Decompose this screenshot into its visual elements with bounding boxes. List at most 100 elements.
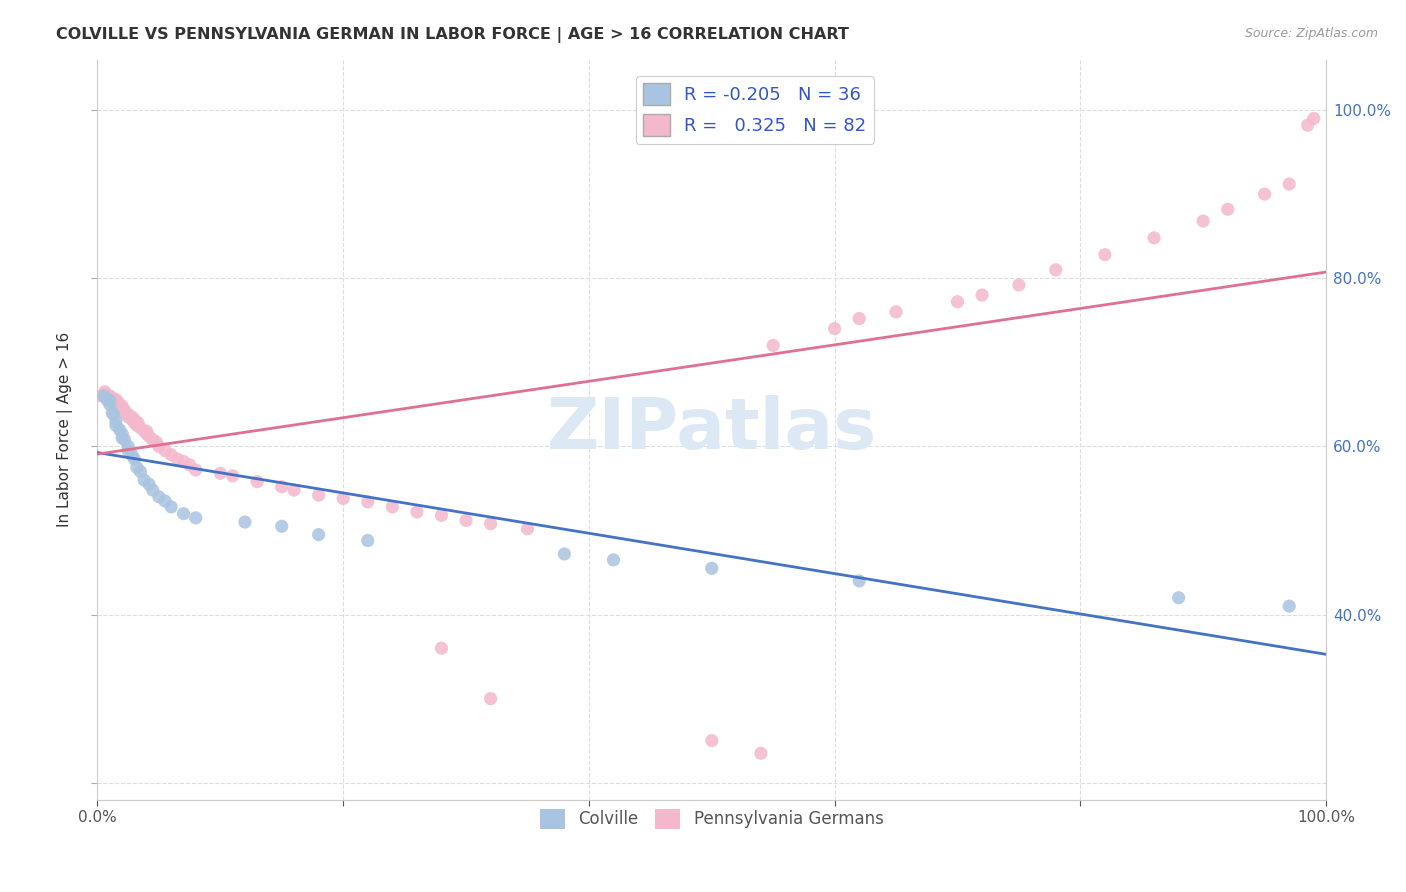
Point xyxy=(1094,248,1116,262)
Point xyxy=(124,412,146,426)
Point xyxy=(104,414,127,428)
Point xyxy=(108,397,131,411)
Point xyxy=(246,475,269,489)
Point xyxy=(970,288,993,302)
Point xyxy=(142,433,165,447)
Point xyxy=(124,452,146,467)
Point xyxy=(121,412,143,426)
Point xyxy=(127,416,149,430)
Point xyxy=(179,458,201,472)
Point xyxy=(125,460,148,475)
Point xyxy=(283,483,305,497)
Point xyxy=(700,561,723,575)
Point xyxy=(135,426,157,441)
Point xyxy=(134,424,156,438)
Point xyxy=(479,691,502,706)
Point xyxy=(824,321,846,335)
Point xyxy=(108,423,131,437)
Point xyxy=(101,406,124,420)
Point xyxy=(148,439,170,453)
Point xyxy=(98,393,121,408)
Point xyxy=(381,500,404,514)
Point xyxy=(166,452,188,467)
Point xyxy=(1192,214,1215,228)
Point xyxy=(124,416,146,430)
Point xyxy=(100,393,122,408)
Point xyxy=(209,467,232,481)
Point xyxy=(946,294,969,309)
Point xyxy=(762,338,785,352)
Point xyxy=(1253,187,1275,202)
Point xyxy=(101,394,124,409)
Point xyxy=(104,392,127,407)
Point xyxy=(96,391,118,405)
Point xyxy=(96,393,118,408)
Point xyxy=(104,418,127,433)
Point xyxy=(270,480,292,494)
Point xyxy=(114,406,136,420)
Point xyxy=(111,431,134,445)
Point xyxy=(221,468,243,483)
Point xyxy=(138,477,160,491)
Point xyxy=(184,463,207,477)
Point xyxy=(93,389,115,403)
Point xyxy=(848,311,870,326)
Point xyxy=(173,454,195,468)
Point xyxy=(129,421,152,435)
Point xyxy=(553,547,575,561)
Point xyxy=(110,402,132,417)
Point xyxy=(454,513,477,527)
Point xyxy=(138,429,160,443)
Point xyxy=(98,389,121,403)
Point xyxy=(1278,177,1301,191)
Point xyxy=(114,433,136,447)
Point xyxy=(479,516,502,531)
Point xyxy=(406,505,429,519)
Point xyxy=(117,409,139,424)
Point xyxy=(1045,262,1067,277)
Point xyxy=(114,403,136,417)
Point xyxy=(153,494,176,508)
Legend: Colville, Pennsylvania Germans: Colville, Pennsylvania Germans xyxy=(533,802,890,836)
Point xyxy=(516,522,538,536)
Point xyxy=(111,399,134,413)
Point xyxy=(111,404,134,418)
Point xyxy=(135,424,157,438)
Text: ZIPatlas: ZIPatlas xyxy=(547,395,877,464)
Point xyxy=(142,483,165,497)
Point xyxy=(103,394,125,409)
Point xyxy=(104,397,127,411)
Point xyxy=(134,473,156,487)
Point xyxy=(115,408,138,422)
Point xyxy=(1302,112,1324,126)
Point xyxy=(101,392,124,406)
Point xyxy=(93,389,115,403)
Point xyxy=(1278,599,1301,614)
Point xyxy=(117,408,139,422)
Point xyxy=(160,500,183,514)
Point xyxy=(145,435,167,450)
Point xyxy=(111,401,134,416)
Point xyxy=(270,519,292,533)
Point xyxy=(357,533,380,548)
Point xyxy=(153,443,176,458)
Point xyxy=(160,448,183,462)
Point xyxy=(848,574,870,588)
Point xyxy=(173,507,195,521)
Point xyxy=(308,488,330,502)
Point xyxy=(98,393,121,408)
Point xyxy=(884,305,907,319)
Point xyxy=(148,490,170,504)
Point xyxy=(233,515,256,529)
Text: COLVILLE VS PENNSYLVANIA GERMAN IN LABOR FORCE | AGE > 16 CORRELATION CHART: COLVILLE VS PENNSYLVANIA GERMAN IN LABOR… xyxy=(56,27,849,43)
Point xyxy=(103,408,125,422)
Point xyxy=(97,389,120,403)
Point xyxy=(749,746,772,760)
Point xyxy=(98,397,121,411)
Point xyxy=(430,508,453,523)
Point xyxy=(121,409,143,424)
Point xyxy=(111,426,134,441)
Point xyxy=(117,439,139,453)
Point xyxy=(117,443,139,458)
Point xyxy=(430,641,453,656)
